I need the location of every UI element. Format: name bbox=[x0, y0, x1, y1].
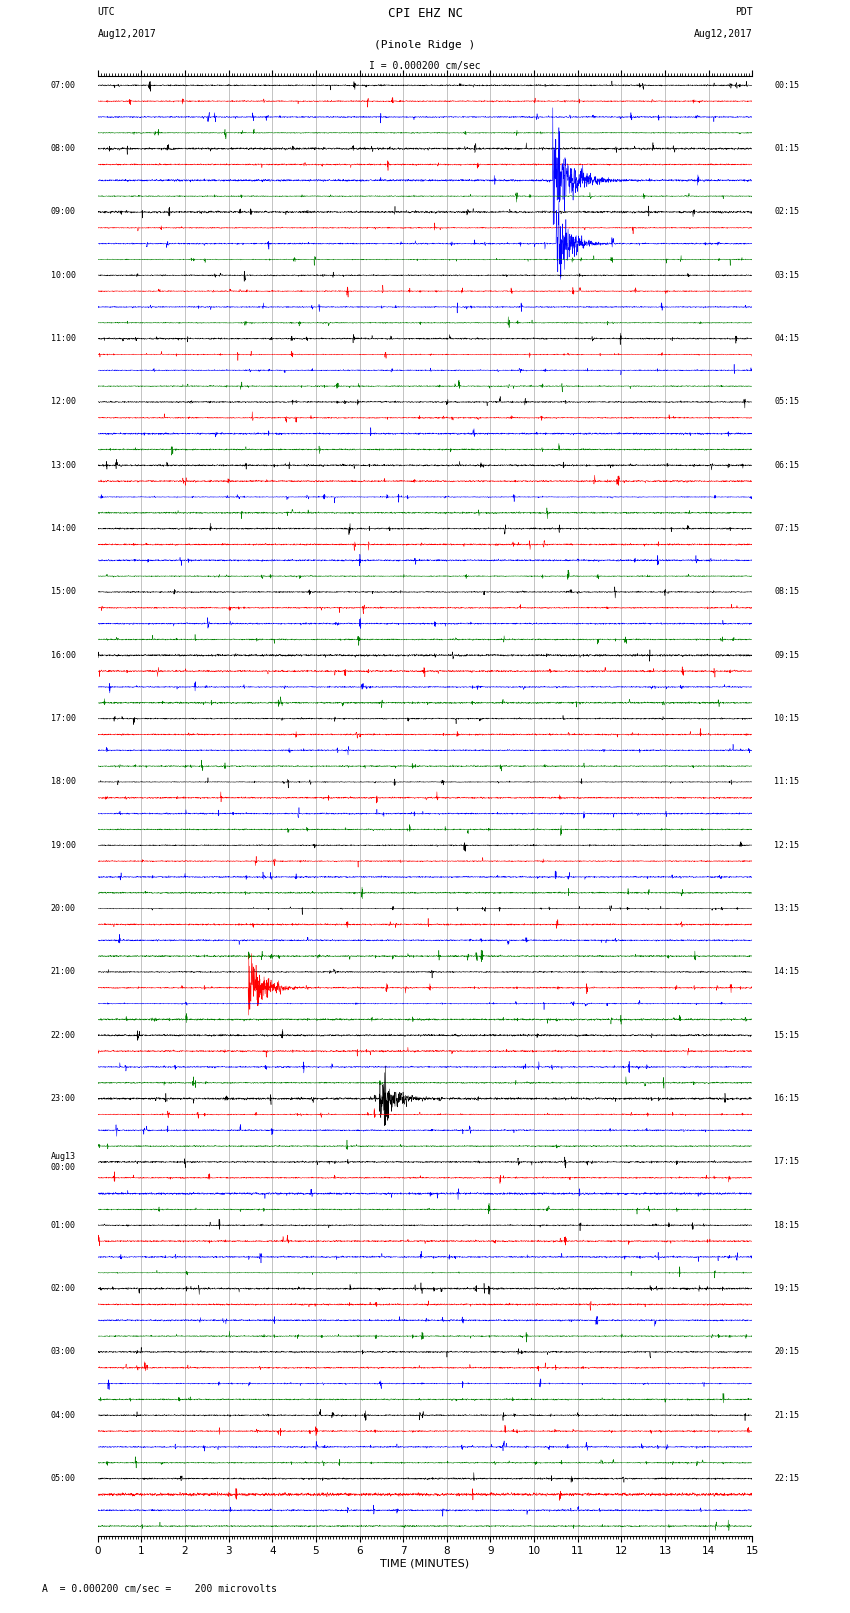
Text: 18:00: 18:00 bbox=[51, 777, 76, 787]
Text: 13:00: 13:00 bbox=[51, 461, 76, 469]
Text: 04:15: 04:15 bbox=[774, 334, 799, 344]
Text: 02:15: 02:15 bbox=[774, 208, 799, 216]
Text: 03:00: 03:00 bbox=[51, 1347, 76, 1357]
Text: 18:15: 18:15 bbox=[774, 1221, 799, 1229]
Text: 01:00: 01:00 bbox=[51, 1221, 76, 1229]
Text: Aug12,2017: Aug12,2017 bbox=[98, 29, 156, 39]
Text: UTC: UTC bbox=[98, 8, 116, 18]
Text: 20:15: 20:15 bbox=[774, 1347, 799, 1357]
Text: 10:00: 10:00 bbox=[51, 271, 76, 279]
Text: 21:00: 21:00 bbox=[51, 968, 76, 976]
Text: 06:15: 06:15 bbox=[774, 461, 799, 469]
Text: 01:15: 01:15 bbox=[774, 144, 799, 153]
Text: 11:00: 11:00 bbox=[51, 334, 76, 344]
Text: I = 0.000200 cm/sec: I = 0.000200 cm/sec bbox=[369, 61, 481, 71]
Text: A  = 0.000200 cm/sec =    200 microvolts: A = 0.000200 cm/sec = 200 microvolts bbox=[42, 1584, 277, 1594]
Text: 22:15: 22:15 bbox=[774, 1474, 799, 1482]
Text: 22:00: 22:00 bbox=[51, 1031, 76, 1040]
Text: 19:00: 19:00 bbox=[51, 840, 76, 850]
X-axis label: TIME (MINUTES): TIME (MINUTES) bbox=[381, 1558, 469, 1569]
Text: 03:15: 03:15 bbox=[774, 271, 799, 279]
Text: 15:00: 15:00 bbox=[51, 587, 76, 597]
Text: 05:00: 05:00 bbox=[51, 1474, 76, 1482]
Text: 15:15: 15:15 bbox=[774, 1031, 799, 1040]
Text: 14:00: 14:00 bbox=[51, 524, 76, 534]
Text: 13:15: 13:15 bbox=[774, 905, 799, 913]
Text: 21:15: 21:15 bbox=[774, 1411, 799, 1419]
Text: Aug13
00:00: Aug13 00:00 bbox=[51, 1152, 76, 1171]
Text: 20:00: 20:00 bbox=[51, 905, 76, 913]
Text: 16:00: 16:00 bbox=[51, 650, 76, 660]
Text: 09:15: 09:15 bbox=[774, 650, 799, 660]
Text: 16:15: 16:15 bbox=[774, 1094, 799, 1103]
Text: Aug12,2017: Aug12,2017 bbox=[694, 29, 752, 39]
Text: 09:00: 09:00 bbox=[51, 208, 76, 216]
Text: 23:00: 23:00 bbox=[51, 1094, 76, 1103]
Text: 07:15: 07:15 bbox=[774, 524, 799, 534]
Text: 19:15: 19:15 bbox=[774, 1284, 799, 1294]
Text: 08:00: 08:00 bbox=[51, 144, 76, 153]
Text: 17:00: 17:00 bbox=[51, 715, 76, 723]
Text: 12:15: 12:15 bbox=[774, 840, 799, 850]
Text: CPI EHZ NC: CPI EHZ NC bbox=[388, 8, 462, 21]
Text: 00:15: 00:15 bbox=[774, 81, 799, 90]
Text: PDT: PDT bbox=[734, 8, 752, 18]
Text: 08:15: 08:15 bbox=[774, 587, 799, 597]
Text: 10:15: 10:15 bbox=[774, 715, 799, 723]
Text: 07:00: 07:00 bbox=[51, 81, 76, 90]
Text: 14:15: 14:15 bbox=[774, 968, 799, 976]
Text: 11:15: 11:15 bbox=[774, 777, 799, 787]
Text: 17:15: 17:15 bbox=[774, 1158, 799, 1166]
Text: (Pinole Ridge ): (Pinole Ridge ) bbox=[374, 40, 476, 50]
Text: 12:00: 12:00 bbox=[51, 397, 76, 406]
Text: 04:00: 04:00 bbox=[51, 1411, 76, 1419]
Text: 05:15: 05:15 bbox=[774, 397, 799, 406]
Text: 02:00: 02:00 bbox=[51, 1284, 76, 1294]
